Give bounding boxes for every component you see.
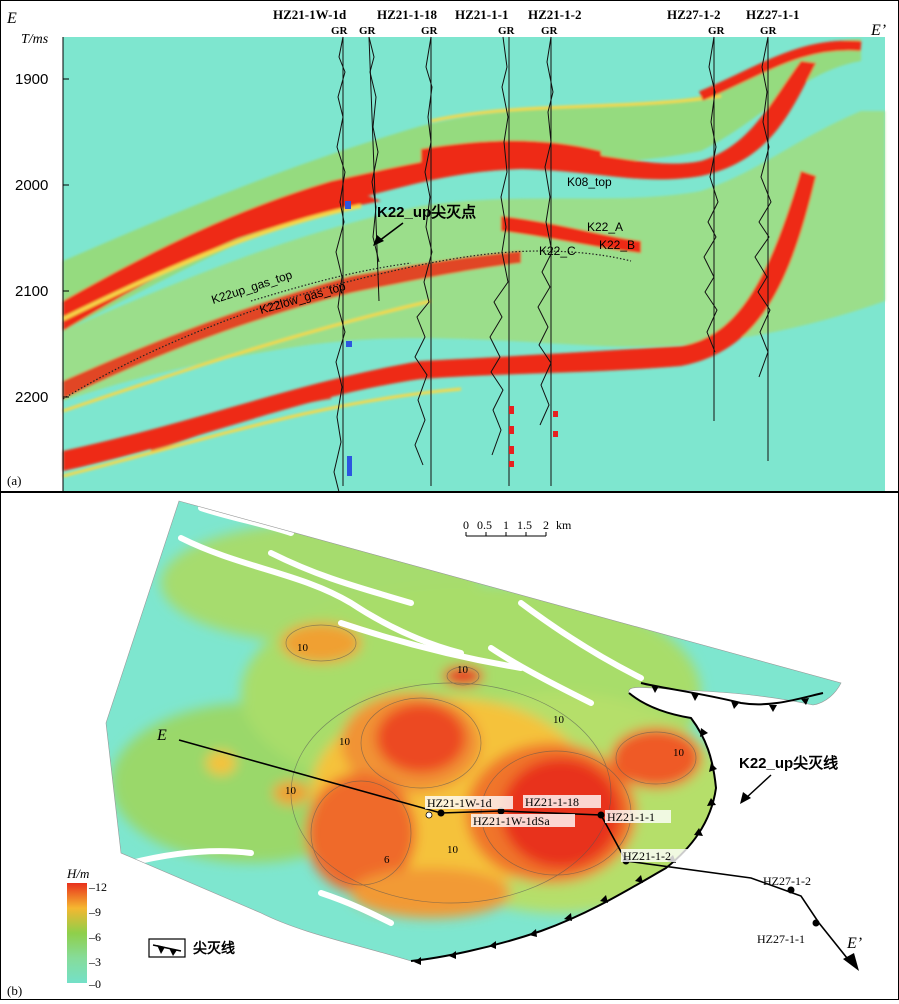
legend-ticks: –12 –9 –6 –3 –0 <box>88 880 107 991</box>
well-logs <box>333 36 772 493</box>
panel-b-label: (b) <box>7 983 22 998</box>
k22up-gas-top-line <box>62 250 632 400</box>
map-section-start-label: E <box>156 727 167 744</box>
contour-labels: 10 10 10 10 10 10 10 6 <box>285 642 685 866</box>
well-label-hz21-1-2: HZ21-1-2 <box>528 7 581 22</box>
contour-label: 10 <box>285 785 297 797</box>
pinchout-line-label: K22_up尖灭线 <box>739 754 838 772</box>
pinchout-symbol-legend: 尖灭线 <box>148 938 235 958</box>
scale-tick-1-5: 1.5 <box>517 518 532 532</box>
gr-label: GR <box>421 25 439 37</box>
gr-label: GR <box>760 25 778 37</box>
legend-title: H/m <box>66 866 89 881</box>
gr-label: GR <box>359 25 377 37</box>
section-line-arrowhead <box>843 953 859 971</box>
map-well-label-hz21-1w-1dsa: HZ21-1W-1dSa <box>473 814 550 828</box>
k22-c-label: K22_C <box>539 244 576 258</box>
map-well-label-hz27-1-1: HZ27-1-1 <box>757 932 805 946</box>
legend-color-bar <box>67 883 87 983</box>
thickness-map-svg: HZ21-1W-1d HZ21-1-18 HZ21-1W-1dSa HZ21-1… <box>7 500 862 998</box>
section-end-marker: E’ <box>870 22 886 39</box>
gr-log-labels: GR GR GR GR GR GR GR <box>331 25 778 37</box>
legend-tick-6: –6 <box>88 930 101 944</box>
scale-tick-2: 2 <box>543 518 549 532</box>
map-well-label-hz27-1-2: HZ27-1-2 <box>763 874 811 888</box>
time-axis-ticks <box>63 78 69 398</box>
map-well-label-hz21-1-18: HZ21-1-18 <box>525 795 579 809</box>
map-section-end-label: E’ <box>846 935 862 952</box>
map-well-label-hz21-1-2: HZ21-1-2 <box>623 849 671 863</box>
map-well-label-hz21-1w-1d: HZ21-1W-1d <box>427 796 492 810</box>
well-markers <box>345 201 558 476</box>
thickness-map-fill <box>106 501 841 961</box>
k22-a-label: K22_A <box>587 220 623 234</box>
gr-label: GR <box>331 25 349 37</box>
gr-label: GR <box>708 25 726 37</box>
scale-tick-0: 0 <box>463 518 469 532</box>
pinchout-arrow <box>378 222 404 242</box>
map-well-labels: HZ21-1W-1d HZ21-1-18 HZ21-1W-1dSa HZ21-1… <box>425 795 811 946</box>
contour-label: 10 <box>553 714 565 726</box>
pinchout-symbol-label: 尖灭线 <box>193 940 235 956</box>
section-start-marker: E <box>6 10 17 27</box>
contour-label: 10 <box>339 736 351 748</box>
time-tick-2200: 2200 <box>15 389 48 406</box>
seismic-section-panel: T/ms E E’ 1900 2000 2100 2200 HZ21-1W-1d… <box>0 0 899 493</box>
pinchout-line-arrow <box>745 774 772 799</box>
time-tick-2100: 2100 <box>15 283 48 300</box>
legend-tick-9: –9 <box>88 905 101 919</box>
legend-tick-12: –12 <box>88 880 107 894</box>
gr-label: GR <box>498 25 516 37</box>
well-label-hz21-1w-1d: HZ21-1W-1d <box>273 7 347 22</box>
time-tick-2000: 2000 <box>15 177 48 194</box>
scale-bar: 0 0.5 1 1.5 2 km <box>463 518 572 537</box>
scale-tick-0-5: 0.5 <box>477 518 492 532</box>
pinchout-arrowhead <box>373 235 384 246</box>
contour-label: 10 <box>457 664 469 676</box>
well-label-hz27-1-1: HZ27-1-1 <box>746 7 799 22</box>
well-point-hz21-1w-1dsa <box>425 811 433 819</box>
contour-label: 10 <box>673 747 685 759</box>
pinchout-point-label: K22_up尖灭点 <box>377 203 476 221</box>
map-well-label-hz21-1-1: HZ21-1-1 <box>607 810 655 824</box>
k22-b-label: K22_B <box>599 238 635 252</box>
legend-tick-3: –3 <box>88 955 101 969</box>
legend-tick-0: –0 <box>88 977 101 991</box>
well-name-labels: HZ21-1W-1d HZ21-1-18 HZ21-1-1 HZ21-1-2 H… <box>273 7 799 22</box>
time-tick-1900: 1900 <box>15 71 48 88</box>
contour-label: 10 <box>447 844 459 856</box>
well-label-hz27-1-2: HZ27-1-2 <box>667 7 720 22</box>
scale-unit: km <box>556 518 572 532</box>
well-label-hz21-1-18: HZ21-1-18 <box>377 7 437 22</box>
pinchout-line-arrowhead <box>740 792 751 804</box>
seismic-section-svg: T/ms E E’ 1900 2000 2100 2200 HZ21-1W-1d… <box>6 7 886 493</box>
contour-label: 10 <box>297 642 309 654</box>
well-points <box>437 807 820 927</box>
panel-a-label: (a) <box>7 473 21 488</box>
k08-top-label: K08_top <box>567 175 612 189</box>
gr-label: GR <box>541 25 559 37</box>
time-axis-label: T/ms <box>21 32 49 47</box>
k22low-gas-top-line <box>250 262 412 302</box>
contour-label: 6 <box>384 854 390 866</box>
well-label-hz21-1-1: HZ21-1-1 <box>455 7 508 22</box>
scale-tick-1: 1 <box>503 518 509 532</box>
thickness-map-panel: HZ21-1W-1d HZ21-1-18 HZ21-1W-1dSa HZ21-1… <box>0 492 899 1000</box>
